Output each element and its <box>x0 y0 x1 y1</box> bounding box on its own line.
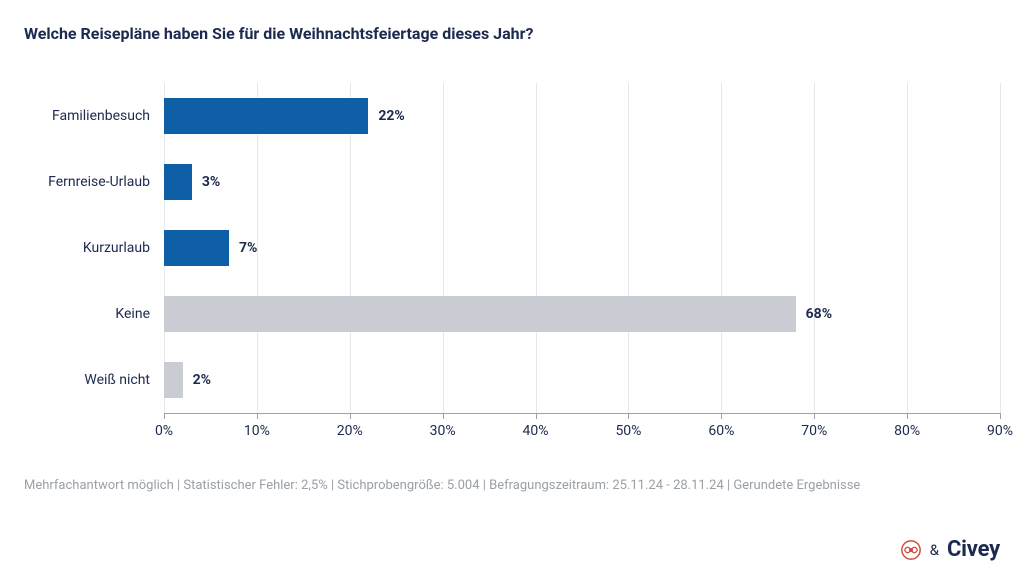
tick-label: 70% <box>801 423 827 439</box>
tick-mark <box>907 413 908 419</box>
tick-label: 20% <box>337 423 363 439</box>
chart-plot: Familienbesuch 22% Fernreise-Urlaub 3% K… <box>164 83 1000 413</box>
ampersand: & <box>930 541 939 559</box>
bar <box>164 164 192 200</box>
bar-row: Keine 68% <box>164 281 1000 347</box>
tick-mark <box>164 413 165 419</box>
bar <box>164 362 183 398</box>
tick-mark <box>443 413 444 419</box>
category-label: Familienbesuch <box>52 108 150 124</box>
tick-label: 10% <box>244 423 270 439</box>
axis-line <box>164 413 1000 414</box>
x-axis: 0% 10% 20% 30% 40% 50% 60% 70% 80% 90% <box>164 413 1000 455</box>
category-label: Keine <box>115 306 150 322</box>
chart-footnote: Mehrfachantwort möglich | Statistischer … <box>24 478 860 493</box>
bar-row: Familienbesuch 22% <box>164 83 1000 149</box>
tick-label: 30% <box>430 423 456 439</box>
value-label: 7% <box>239 240 257 256</box>
tick-mark <box>350 413 351 419</box>
tick-label: 40% <box>523 423 549 439</box>
bar <box>164 230 229 266</box>
value-label: 22% <box>378 108 404 124</box>
bar <box>164 296 796 332</box>
gridline <box>1000 83 1001 413</box>
value-label: 68% <box>806 306 832 322</box>
tick-label: 50% <box>615 423 641 439</box>
chart-title: Welche Reisepläne haben Sie für die Weih… <box>24 24 1000 43</box>
tick-mark <box>1000 413 1001 419</box>
civey-logo-text: Civey <box>947 537 1000 562</box>
category-label: Kurzurlaub <box>83 240 150 256</box>
tick-label: 0% <box>155 423 173 439</box>
tick-mark <box>536 413 537 419</box>
bars-container: Familienbesuch 22% Fernreise-Urlaub 3% K… <box>164 83 1000 413</box>
tick-mark <box>628 413 629 419</box>
branding: & Civey <box>900 537 1000 562</box>
bar-row: Fernreise-Urlaub 3% <box>164 149 1000 215</box>
chart-area: Familienbesuch 22% Fernreise-Urlaub 3% K… <box>164 83 1000 455</box>
tick-mark <box>257 413 258 419</box>
partner-logo-icon <box>900 539 922 561</box>
tick-label: 90% <box>987 423 1013 439</box>
tick-mark <box>721 413 722 419</box>
bar <box>164 98 368 134</box>
bar-row: Weiß nicht 2% <box>164 347 1000 413</box>
value-label: 2% <box>193 372 211 388</box>
bar-row: Kurzurlaub 7% <box>164 215 1000 281</box>
tick-label: 80% <box>894 423 920 439</box>
category-label: Weiß nicht <box>84 372 150 388</box>
category-label: Fernreise-Urlaub <box>48 174 150 190</box>
tick-mark <box>814 413 815 419</box>
tick-label: 60% <box>708 423 734 439</box>
value-label: 3% <box>202 174 220 190</box>
